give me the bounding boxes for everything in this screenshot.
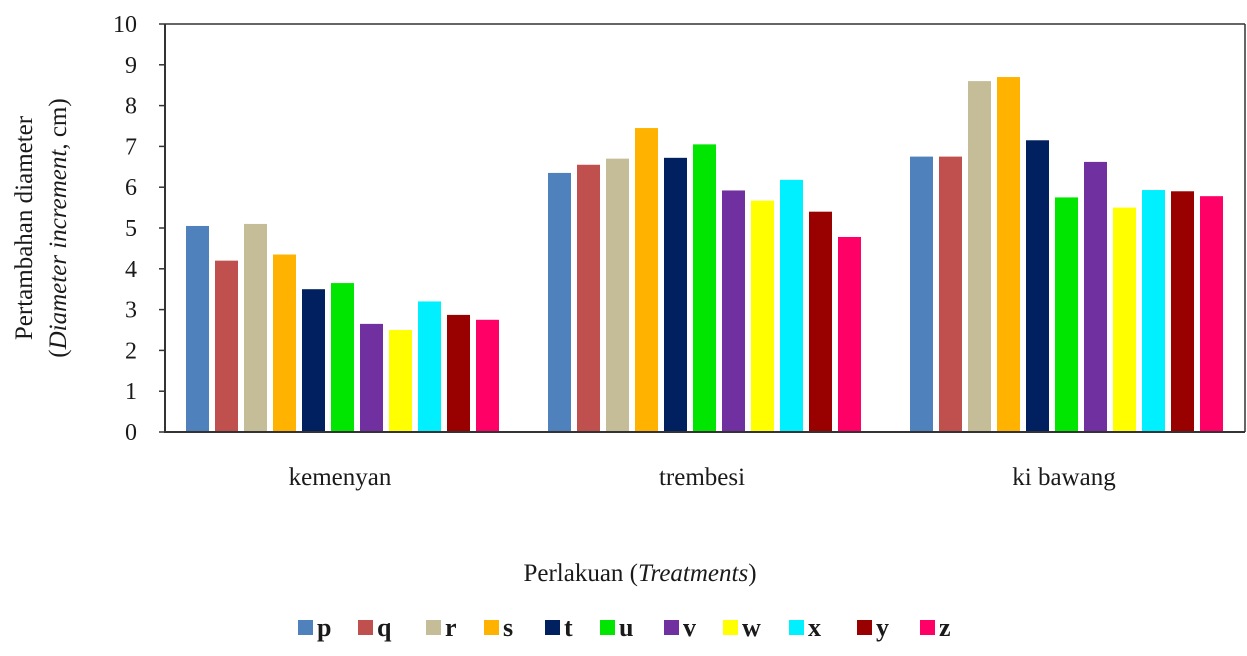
bar-trembesi-y xyxy=(809,211,832,432)
legend-swatch-y xyxy=(857,620,872,635)
legend-label-w: w xyxy=(742,613,761,642)
bar-trembesi-p xyxy=(548,172,571,433)
y-tick-label: 6 xyxy=(125,175,137,201)
y-tick-label: 9 xyxy=(125,53,137,79)
y-tick-label: 10 xyxy=(113,12,137,38)
legend-label-t: t xyxy=(564,613,573,642)
legend-swatch-z xyxy=(920,620,935,635)
bar-trembesi-x xyxy=(780,179,803,432)
bar-ki-bawang-z xyxy=(1200,196,1223,432)
y-tick-label: 3 xyxy=(125,298,137,324)
legend-label-r: r xyxy=(445,613,457,642)
y-tick-label: 0 xyxy=(125,420,137,446)
bar-kemenyan-u xyxy=(331,283,354,432)
bar-kemenyan-s xyxy=(273,254,296,432)
y-tick-label: 1 xyxy=(125,379,137,405)
bar-ki-bawang-r xyxy=(968,81,991,433)
bar-ki-bawang-p xyxy=(910,156,933,432)
bar-ki-bawang-u xyxy=(1055,197,1078,432)
legend-swatch-v xyxy=(664,620,679,635)
x-tick-label: trembesi xyxy=(659,464,745,491)
x-tick-label: ki bawang xyxy=(1012,464,1116,491)
x-tick-label: kemenyan xyxy=(289,464,392,491)
y-axis-title-line1: Pertambahan diameter xyxy=(11,115,38,340)
bar-trembesi-w xyxy=(751,200,774,432)
legend-label-x: x xyxy=(808,613,821,642)
legend-swatch-t xyxy=(545,620,560,635)
bar-ki-bawang-x xyxy=(1142,190,1165,432)
bar-trembesi-u xyxy=(693,144,716,433)
bar-kemenyan-x xyxy=(418,301,441,432)
bar-trembesi-s xyxy=(635,128,658,433)
bar-ki-bawang-y xyxy=(1171,191,1194,432)
legend-label-q: q xyxy=(377,613,392,642)
legend-swatch-r xyxy=(426,620,441,635)
bars-layer xyxy=(186,77,1223,433)
bar-trembesi-r xyxy=(606,158,629,432)
y-tick-label: 2 xyxy=(125,338,137,364)
bar-kemenyan-y xyxy=(447,314,470,432)
y-tick-label: 7 xyxy=(125,134,137,160)
legend-label-v: v xyxy=(683,613,696,642)
legend-label-y: y xyxy=(876,613,889,642)
legend-swatch-p xyxy=(298,620,313,635)
legend-swatch-q xyxy=(358,620,373,635)
legend-swatch-w xyxy=(723,620,738,635)
bar-trembesi-q xyxy=(577,164,600,432)
bar-trembesi-t xyxy=(664,157,687,432)
bar-ki-bawang-v xyxy=(1084,161,1107,433)
legend-label-s: s xyxy=(503,613,513,642)
bar-kemenyan-v xyxy=(360,323,383,432)
bar-trembesi-v xyxy=(722,190,745,432)
bar-ki-bawang-q xyxy=(939,156,962,432)
y-tick-label: 8 xyxy=(125,94,137,120)
bar-trembesi-z xyxy=(838,236,861,432)
bar-ki-bawang-t xyxy=(1026,140,1049,432)
legend-label-z: z xyxy=(939,613,951,642)
bar-kemenyan-q xyxy=(215,260,238,432)
legend-swatch-x xyxy=(789,620,804,635)
labels-layer: 0 1 2 3 4 5 6 7 8 9 10 kemenyan trembesi ki bawang Per… xyxy=(11,12,1116,587)
legend-swatch-s xyxy=(484,620,499,635)
bar-ki-bawang-s xyxy=(997,77,1020,432)
bar-kemenyan-p xyxy=(186,225,209,432)
bar-kemenyan-r xyxy=(244,223,267,432)
legend-label-u: u xyxy=(619,613,633,642)
legend-swatch-u xyxy=(600,620,615,635)
y-tick-label: 4 xyxy=(125,257,137,283)
legend: p q r s t u v w x y z xyxy=(298,613,951,642)
legend-label-p: p xyxy=(317,613,331,642)
x-axis-title: Perlakuan (Treatments) xyxy=(523,560,756,587)
y-axis-title-line2: (Diameter increment, cm) xyxy=(45,98,72,357)
bar-kemenyan-t xyxy=(302,289,325,432)
bar-kemenyan-z xyxy=(476,319,499,432)
bar-ki-bawang-w xyxy=(1113,207,1136,432)
y-tick-label: 5 xyxy=(125,216,137,242)
bar-kemenyan-w xyxy=(389,330,412,432)
axes-layer xyxy=(159,23,1246,433)
